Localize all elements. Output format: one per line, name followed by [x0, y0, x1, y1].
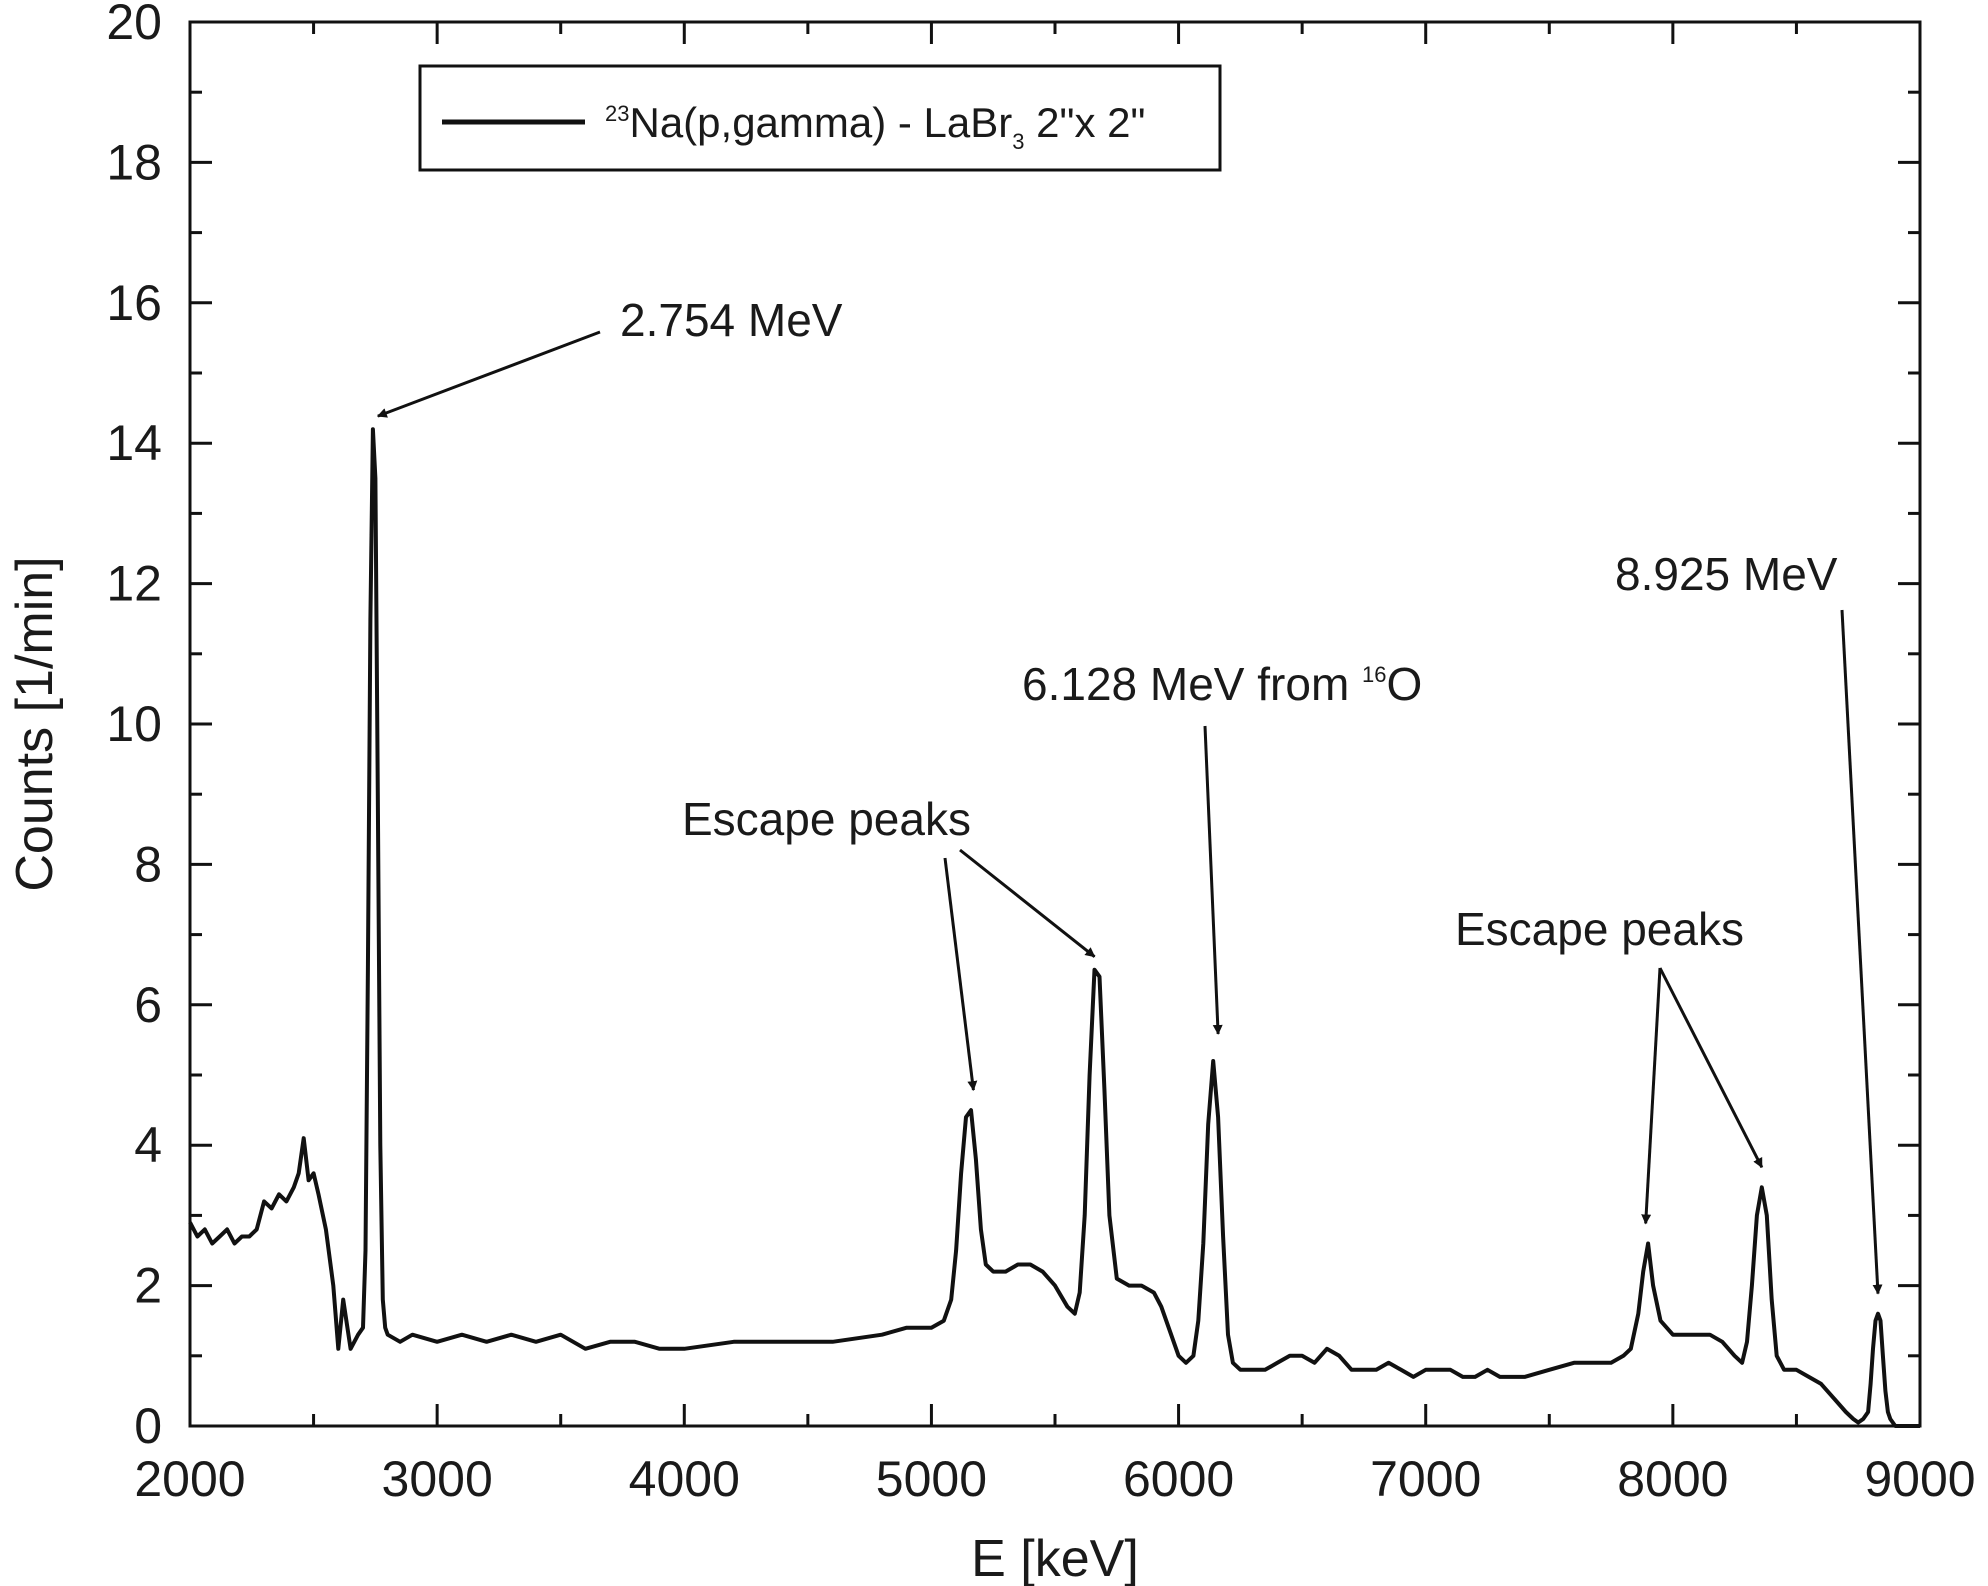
annotation-6128-superscript: 16: [1362, 662, 1386, 687]
legend-text-part2: 2"x 2": [1025, 99, 1146, 146]
tick-labels: 2000 3000 4000 5000 6000 7000 8000 9000 0 2 4 6 8 10 1…: [106, 0, 1975, 1507]
y-tick-label: 14: [106, 415, 162, 471]
y-tick-label: 16: [106, 275, 162, 331]
legend-superscript: 23: [605, 101, 629, 126]
annotation-6128-arrow: [1203, 725, 1223, 1035]
x-tick-label: 6000: [1123, 1451, 1234, 1507]
annotation-escape-peaks-2-arrow-a: [1641, 967, 1662, 1225]
x-axis-title: E [keV]: [971, 1530, 1139, 1586]
annotations: 2.754 MeV 6.128 MeV from 16O 8.925 MeV E…: [376, 294, 1883, 1295]
y-tick-label: 10: [106, 696, 162, 752]
annotation-8925-arrow: [1840, 609, 1883, 1295]
x-tick-label: 8000: [1617, 1451, 1728, 1507]
annotation-6128-mev: 6.128 MeV from 16O: [1022, 658, 1422, 710]
y-axis-title: Counts [1/min]: [6, 556, 64, 891]
y-tick-label: 2: [134, 1258, 162, 1314]
legend: 23Na(p,gamma) - LaBr3 2"x 2": [418, 64, 1222, 172]
y-tick-label: 4: [134, 1117, 162, 1173]
x-tick-label: 5000: [876, 1451, 987, 1507]
x-tick-label: 3000: [382, 1451, 493, 1507]
y-tick-label: 0: [134, 1398, 162, 1454]
y-tick-label: 20: [106, 0, 162, 50]
annotation-6128-element: O: [1387, 658, 1423, 710]
annotation-escape-peaks-2-arrow-b: [1658, 967, 1764, 1169]
tick-marks: [188, 20, 1922, 1428]
annotation-escape-peaks-1-arrow-b: [959, 848, 1096, 958]
legend-text-part1: Na(p,gamma) - LaBr: [629, 99, 1012, 146]
x-tick-label: 4000: [629, 1451, 740, 1507]
series-line-0: [188, 427, 1920, 1428]
y-tick-label: 6: [134, 977, 162, 1033]
legend-subscript: 3: [1012, 129, 1024, 154]
annotation-escape-peaks-1: Escape peaks: [682, 793, 971, 845]
x-tick-label: 7000: [1370, 1451, 1481, 1507]
series-layer: [188, 427, 1920, 1428]
annotation-escape-peaks-2: Escape peaks: [1455, 903, 1744, 955]
y-tick-label: 18: [106, 134, 162, 190]
y-tick-label: 8: [134, 836, 162, 892]
plot-frame: [188, 20, 1922, 1428]
x-tick-label: 2000: [134, 1451, 245, 1507]
legend-label: 23Na(p,gamma) - LaBr3 2"x 2": [605, 99, 1145, 154]
annotation-2754-mev: 2.754 MeV: [620, 294, 843, 346]
annotation-escape-peaks-1-arrow-a: [943, 857, 978, 1092]
annotation-6128-text: 6.128 MeV from: [1022, 658, 1362, 710]
annotation-8925-mev: 8.925 MeV: [1615, 548, 1838, 600]
y-tick-label: 12: [106, 556, 162, 612]
annotation-2754-arrow: [376, 330, 601, 418]
legend-box: [418, 64, 1222, 172]
x-tick-label: 9000: [1864, 1451, 1975, 1507]
